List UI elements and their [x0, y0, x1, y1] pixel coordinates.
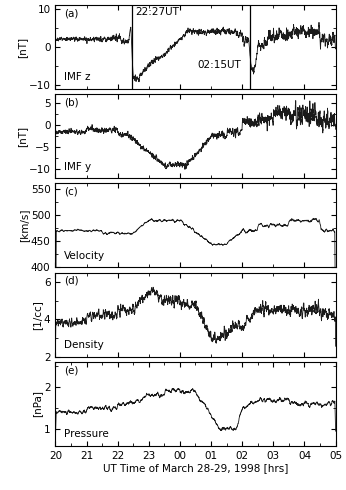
- Text: (e): (e): [64, 365, 78, 375]
- Text: IMF z: IMF z: [64, 73, 90, 82]
- Text: (d): (d): [64, 276, 79, 286]
- Y-axis label: [km/s]: [km/s]: [19, 209, 29, 242]
- Text: 02:15UT: 02:15UT: [197, 60, 241, 71]
- Y-axis label: [nPa]: [nPa]: [33, 391, 43, 417]
- Text: (b): (b): [64, 98, 79, 107]
- X-axis label: UT Time of March 28-29, 1998 [hrs]: UT Time of March 28-29, 1998 [hrs]: [103, 464, 288, 473]
- Text: Velocity: Velocity: [64, 251, 105, 261]
- Text: IMF y: IMF y: [64, 162, 91, 172]
- Y-axis label: [nT]: [nT]: [17, 36, 27, 57]
- Y-axis label: [1/cc]: [1/cc]: [33, 300, 43, 330]
- Text: (a): (a): [64, 8, 78, 18]
- Text: 22:27UT: 22:27UT: [135, 7, 179, 17]
- Text: Density: Density: [64, 340, 103, 350]
- Text: Pressure: Pressure: [64, 429, 109, 439]
- Y-axis label: [nT]: [nT]: [17, 125, 27, 147]
- Text: (c): (c): [64, 187, 78, 196]
